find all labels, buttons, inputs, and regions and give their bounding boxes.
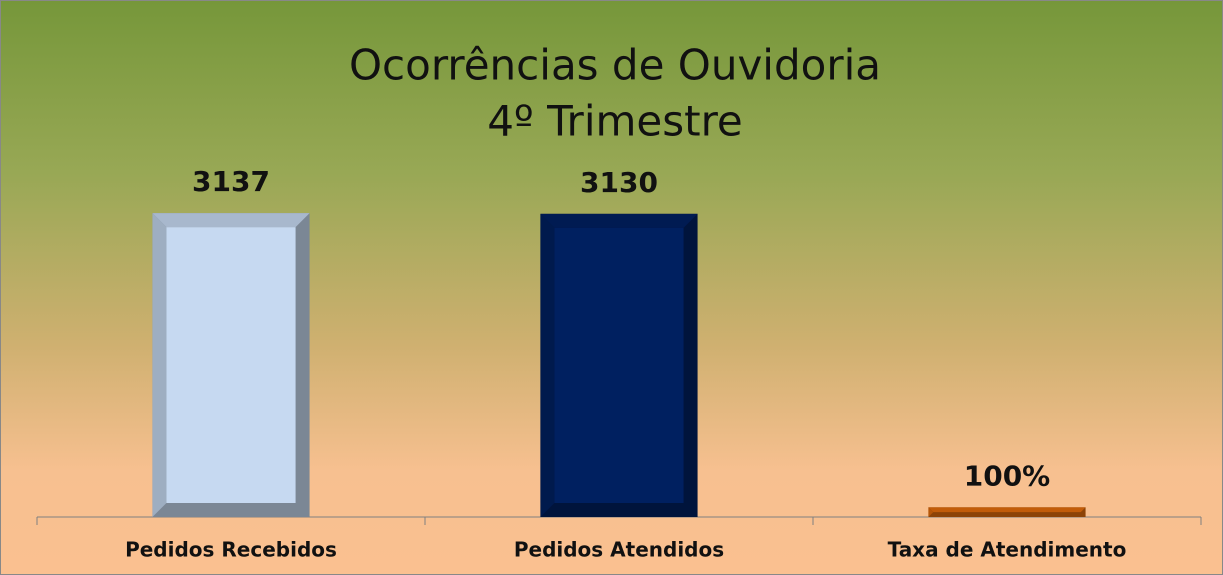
chart-subtitle: 4º Trimestre <box>487 97 743 146</box>
x-tick-label: Pedidos Atendidos <box>514 538 724 562</box>
bar-bevel <box>540 213 555 517</box>
chart-title: Ocorrências de Ouvidoria <box>349 41 881 90</box>
data-label: 100% <box>964 459 1051 492</box>
bar-face <box>166 227 296 503</box>
bar-bevel <box>152 213 310 228</box>
bar-bevel <box>152 213 167 517</box>
x-tick-label: Taxa de Atendimento <box>888 538 1127 562</box>
data-label: 3130 <box>580 166 658 199</box>
data-label: 3137 <box>192 165 270 198</box>
bar-bevel <box>540 213 698 228</box>
x-tick-label: Pedidos Recebidos <box>125 538 337 562</box>
bar-bevel <box>928 507 934 517</box>
bar-face <box>554 227 684 503</box>
bar-bevel <box>928 507 1086 513</box>
